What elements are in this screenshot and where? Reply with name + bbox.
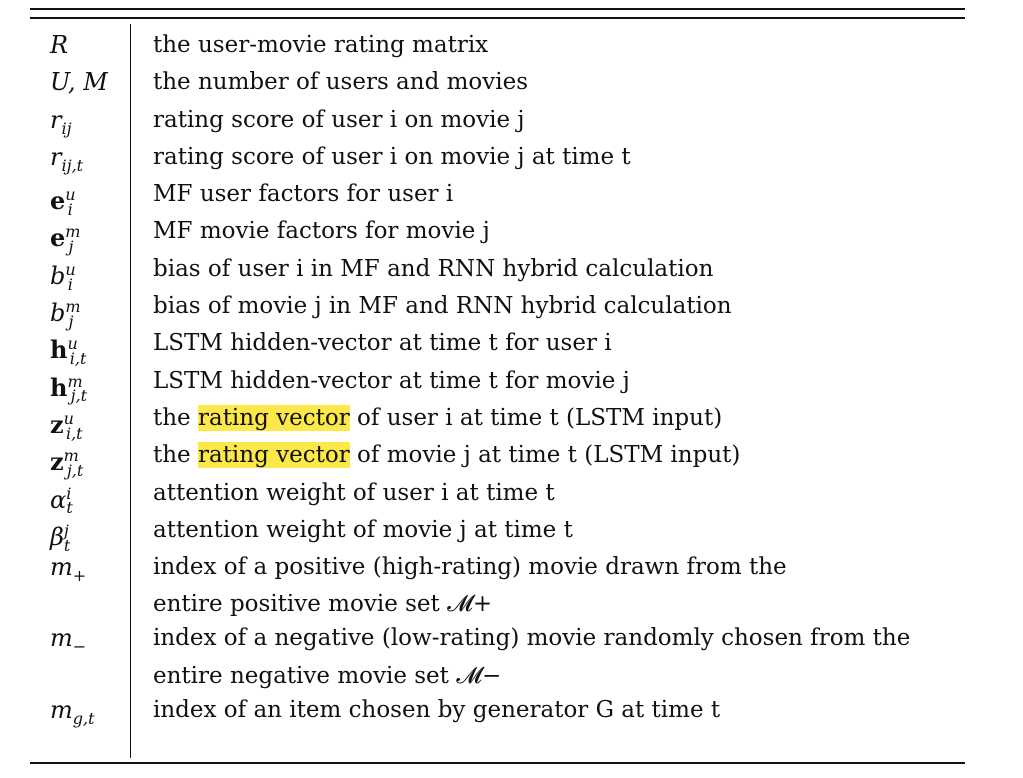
symbol-cell: hui,t: [50, 334, 87, 369]
description-cell: the number of users and movies: [153, 69, 529, 96]
symbol-cell: rij,t: [50, 142, 84, 175]
table-row: m− index of a negative (low-rating) movi…: [0, 620, 1023, 657]
symbol-cell: R: [50, 31, 69, 59]
table-row: eui MF user factors for user i: [0, 176, 1023, 219]
description-cell: rating score of user i on movie j: [153, 106, 525, 133]
table-row: emj MF movie factors for movie j: [0, 213, 1023, 256]
bottom-rule: [30, 762, 965, 764]
description-text: the: [153, 404, 198, 431]
description-cell: the rating vector of user i at time t (L…: [153, 400, 973, 437]
table-row: zmj,t the rating vector of movie j at ti…: [0, 437, 1023, 480]
table-row: rij rating score of user i on movie j: [0, 102, 1023, 139]
description-cell: MF user factors for user i: [153, 181, 454, 208]
symbol-cell: bui: [50, 259, 76, 294]
table-body: R the user-movie rating matrix U, M the …: [0, 27, 1023, 729]
column-divider: [130, 24, 131, 758]
table-row: R the user-movie rating matrix: [0, 27, 1023, 64]
description-cell: bias of user i in MF and RNN hybrid calc…: [153, 255, 714, 282]
description-cell: entire positive movie set 𝓜+: [153, 591, 493, 618]
description-cell: attention weight of movie j at time t: [153, 516, 573, 543]
table-row: U, M the number of users and movies: [0, 64, 1023, 101]
symbol-cell: eui: [50, 185, 76, 219]
table-row: m+ index of a positive (high-rating) mov…: [0, 549, 1023, 586]
table-row: αit attention weight of user i at time t: [0, 475, 1023, 518]
top-rule: [30, 8, 965, 10]
description-text: of movie j at time t (LSTM input): [349, 442, 741, 469]
highlighted-text: rating vector: [197, 404, 350, 431]
symbol-cell: αit: [50, 483, 73, 518]
description-cell: the rating vector of movie j at time t (…: [153, 437, 973, 474]
symbol-cell: zmj,t: [50, 446, 84, 481]
top-rule-second: [30, 17, 965, 19]
description-cell: index of a positive (high-rating) movie …: [153, 554, 787, 581]
table-row: zui,t the rating vector of user i at tim…: [0, 400, 1023, 443]
description-cell: MF movie factors for movie j: [153, 218, 490, 245]
table-row: bui bias of user i in MF and RNN hybrid …: [0, 251, 1023, 294]
description-cell: entire negative movie set 𝓜−: [153, 662, 502, 689]
table-row: hui,t LSTM hidden-vector at time t for u…: [0, 325, 1023, 368]
description-cell: index of a negative (low-rating) movie r…: [153, 625, 911, 652]
symbol-cell: rij: [50, 105, 72, 138]
symbol-cell: U, M: [50, 68, 108, 97]
symbol-cell: zui,t: [50, 408, 83, 443]
table-row: hmj,t LSTM hidden-vector at time t for m…: [0, 363, 1023, 406]
description-cell: LSTM hidden-vector at time t for user i: [153, 330, 612, 357]
symbol-cell: m−: [50, 624, 87, 657]
description-cell: LSTM hidden-vector at time t for movie j: [153, 367, 630, 394]
table-row: βjt attention weight of movie j at time …: [0, 512, 1023, 555]
symbol-cell: mg,t: [50, 695, 95, 728]
table-row: bmj bias of movie j in MF and RNN hybrid…: [0, 288, 1023, 331]
description-cell: attention weight of user i at time t: [153, 479, 555, 506]
description-cell: the user-movie rating matrix: [153, 32, 489, 58]
description-cell: bias of movie j in MF and RNN hybrid cal…: [153, 293, 732, 320]
table-row-continuation: entire positive movie set 𝓜+: [0, 586, 1023, 620]
symbol-cell: hmj,t: [50, 371, 88, 406]
table-row: rij,t rating score of user i on movie j …: [0, 139, 1023, 176]
description-cell: rating score of user i on movie j at tim…: [153, 143, 631, 170]
table-row-continuation: entire negative movie set 𝓜−: [0, 658, 1023, 692]
description-text: of user i at time t (LSTM input): [349, 404, 723, 431]
highlighted-text: rating vector: [197, 442, 350, 469]
description-cell: index of an item chosen by generator G a…: [153, 696, 721, 723]
symbol-cell: m+: [50, 553, 87, 585]
symbol-cell: βjt: [50, 520, 71, 555]
symbol-cell: bmj: [50, 297, 81, 331]
description-text: the: [153, 442, 198, 469]
symbol-cell: emj: [50, 222, 81, 257]
table-row: mg,t index of an item chosen by generato…: [0, 692, 1023, 729]
